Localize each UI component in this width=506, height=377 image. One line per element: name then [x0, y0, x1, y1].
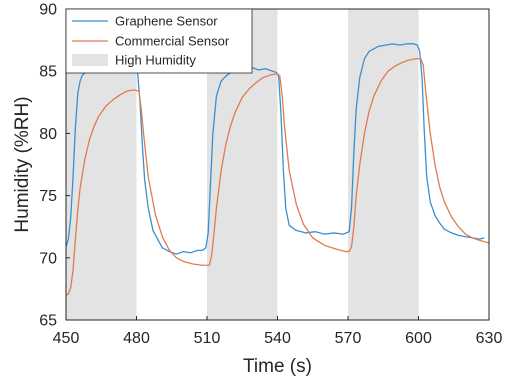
x-tick-label: 540: [264, 330, 291, 347]
y-tick-label: 80: [39, 126, 57, 143]
x-tick-label: 480: [123, 330, 150, 347]
y-axis: 65 70 75 80 85 90: [39, 2, 70, 330]
x-tick-label: 510: [194, 330, 221, 347]
y-tick-label: 70: [39, 250, 57, 267]
x-axis-title: Time (s): [243, 356, 312, 377]
legend-label-commercial: Commercial Sensor: [115, 34, 230, 49]
x-tick-label: 630: [476, 330, 503, 347]
y-tick-label: 90: [39, 2, 57, 19]
x-tick-label: 570: [335, 330, 362, 347]
y-tick-label: 75: [39, 188, 57, 205]
x-axis: 450 480 510 540 570 600 630: [53, 316, 503, 347]
x-tick-label: 450: [53, 330, 80, 347]
x-tick-label: 600: [405, 330, 432, 347]
y-axis-title: Humidity (%RH): [12, 96, 33, 232]
high-humidity-region-3: [348, 9, 419, 320]
legend-label-high-humidity: High Humidity: [115, 53, 196, 68]
legend-swatch-high-humidity: [72, 54, 108, 66]
series-line-commercial-sensor: [65, 58, 490, 296]
y-tick-label: 85: [39, 64, 57, 81]
legend: Graphene Sensor Commercial Sensor High H…: [65, 8, 253, 74]
y-tick-label: 65: [39, 313, 57, 330]
legend-label-graphene: Graphene Sensor: [115, 14, 218, 29]
